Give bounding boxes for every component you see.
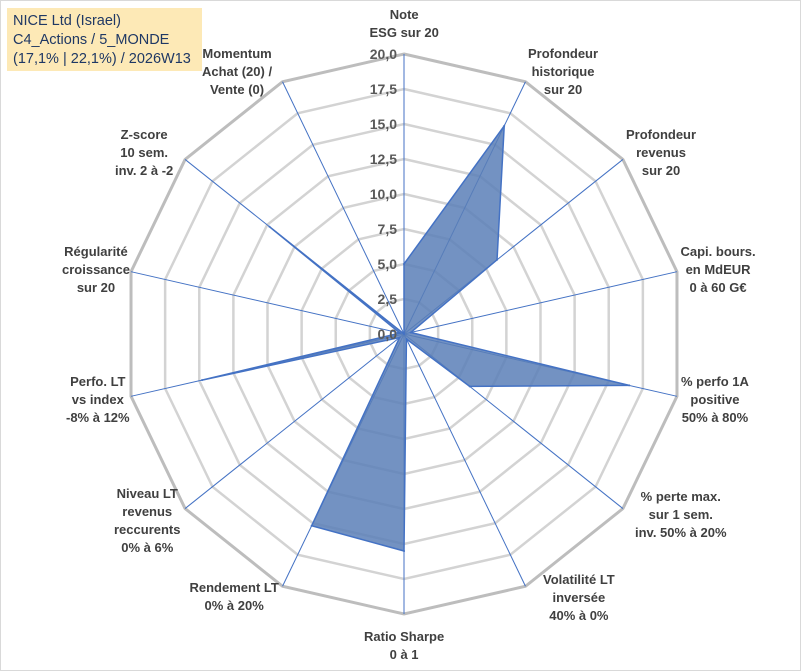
tick-label: 0,0 [378,326,398,342]
title-box: NICE Ltd (Israel) C4_Actions / 5_MONDE (… [7,8,202,71]
tick-label: 5,0 [378,256,398,272]
axis-label: Volatilité LT inversée 40% à 0% [543,572,615,623]
axis-spoke [282,81,405,335]
title-stats: (17,1% | 22,1%) / 2026W13 [13,51,191,67]
title-category: C4_Actions / 5_MONDE [13,32,170,48]
axis-spoke [184,333,405,509]
axis-label: % perfo 1A positive 50% à 80% [681,374,749,425]
axis-label: Z-score 10 sem. inv. 2 à -2 [115,127,174,178]
axis-spoke [403,271,678,335]
data-point [405,338,408,341]
axis-label: Régularité croissance sur 20 [62,244,130,295]
axis-label: % perte max. sur 1 sem. inv. 50% à 20% [635,489,727,540]
axis-spoke [403,333,526,587]
data-point [503,124,506,127]
axis-label: Momentum Achat (20) / Vente (0) [202,46,273,97]
axis-label: Ratio Sharpe 0 à 1 [364,629,445,662]
tick-label: 12,5 [370,151,397,167]
data-point [398,332,401,335]
data-point [496,258,499,261]
data-point [468,385,471,388]
axis-label: Note ESG sur 20 [369,7,439,40]
data-point [409,331,412,334]
axis-label: Rendement LT 0% à 20% [189,580,279,613]
axis-label: Profondeur historique sur 20 [528,46,599,97]
radial-tick-labels: 0,0 2,5 5,0 7,5 10,0 12,5 15,0 17,5 20,0 [370,46,397,342]
data-point [628,384,631,387]
tick-label: 10,0 [370,186,397,202]
data-point [310,524,313,527]
data-point [403,263,405,265]
axis-label: Profondeur revenus sur 20 [626,127,697,178]
tick-label: 7,5 [378,221,398,237]
data-point [403,550,405,552]
data-point [200,379,203,382]
tick-label: 17,5 [370,81,397,97]
tick-label: 15,0 [370,116,397,132]
data-point [403,333,405,335]
axis-label: Capi. bours. en MdEUR 0 à 60 G€ [680,244,756,295]
title-company: NICE Ltd (Israel) [13,13,121,29]
data-point [398,336,401,339]
radar-series [200,123,631,552]
axis-label: Niveau LT revenus reccurents 0% à 6% [114,486,181,555]
tick-label: 2,5 [378,291,398,307]
data-point [268,225,271,228]
tick-label: 20,0 [370,46,397,62]
axis-label: Perfo. LT vs index -8% à 12% [66,374,130,425]
axis-spoke [130,271,405,335]
